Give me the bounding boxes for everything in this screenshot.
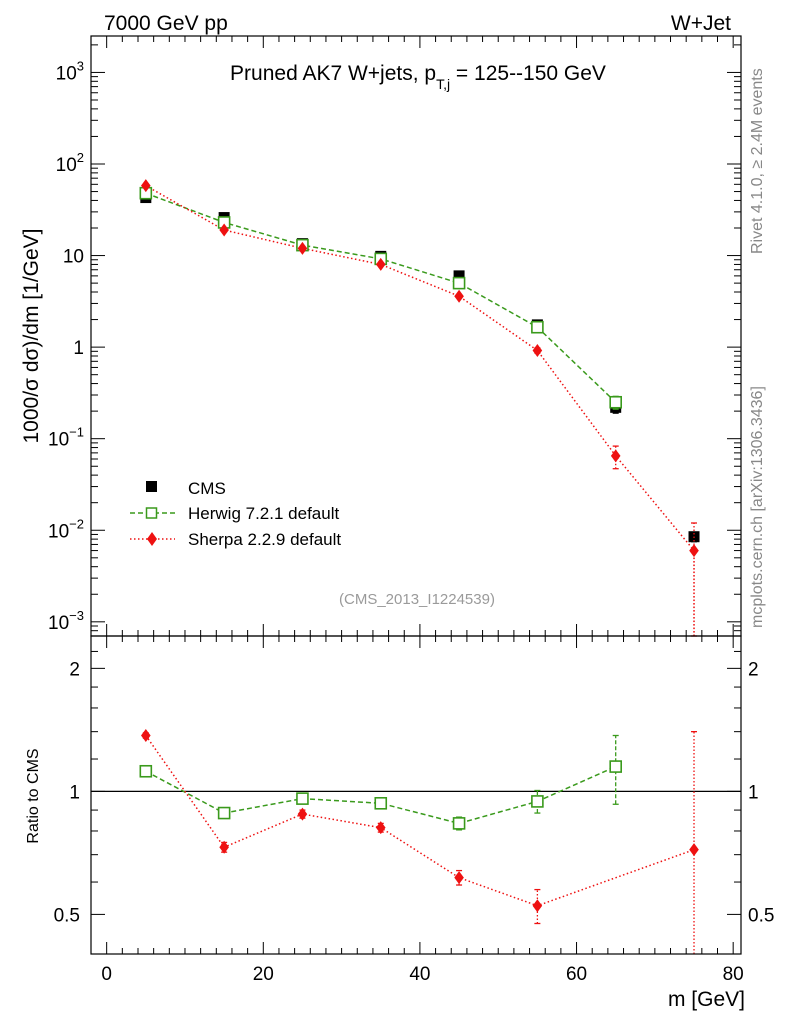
ratio-point-sherpa: [454, 871, 464, 885]
data-point-herwig: [609, 395, 622, 409]
legend-marker-cms: [146, 481, 157, 492]
ratio-line-herwig: [145, 765, 617, 825]
ratio-point-sherpa: [219, 840, 229, 854]
ratio-clip-group: [139, 729, 699, 954]
header-energy-label: 7000 GeV pp: [104, 12, 228, 35]
y-tick-label: 102: [56, 150, 84, 176]
data-point-sherpa: [141, 179, 151, 193]
ratio-point-herwig: [217, 806, 231, 820]
ratio-point-herwig: [139, 764, 153, 778]
ratio-point-herwig: [374, 797, 388, 810]
data-point-cms: [453, 270, 465, 282]
plot-title: Pruned AK7 W+jets, pT,j = 125--150 GeV: [230, 62, 606, 92]
y-tick-label: 10−2: [48, 516, 84, 542]
y-tick-label: 10: [63, 247, 84, 268]
main-y-axis-label: 1000/σ dσ)/dm [1/GeV]: [20, 228, 43, 443]
ratio-point-herwig: [452, 817, 466, 830]
data-point-sherpa: [219, 223, 229, 237]
ratio-tick-label-left: 0.5: [54, 905, 80, 926]
ratio-axis-ticks: 2 2 1 1 0.5 0.5: [54, 635, 774, 955]
x-axis-label: m [GeV]: [668, 988, 745, 1011]
ratio-tick-label-right: 1: [748, 782, 759, 803]
mcplots-label: mcplots.cern.ch [arXiv:1306.3436]: [749, 386, 766, 628]
ratio-point-sherpa: [141, 729, 151, 743]
y-tick-label: 10−3: [48, 608, 84, 634]
legend-label-sherpa: Sherpa 2.2.9 default: [188, 530, 341, 549]
ratio-y-axis-label: Ratio to CMS: [25, 748, 42, 843]
legend-label-herwig: Herwig 7.2.1 default: [188, 504, 339, 523]
x-tick-label: 60: [566, 964, 587, 985]
ratio-point-sherpa: [532, 899, 543, 913]
ratio-point-herwig: [296, 792, 309, 805]
ratio-tick-label-right: 2: [748, 659, 759, 680]
data-point-herwig: [531, 320, 544, 334]
series-line-herwig: [145, 192, 617, 403]
ratio-panel: 2 2 1 1 0.5 0.5 Ratio to CMS: [25, 635, 774, 955]
x-tick-label: 0: [101, 964, 112, 985]
series-line-sherpa: [145, 185, 695, 552]
ratio-point-sherpa: [689, 843, 699, 857]
ratio-tick-label-left: 2: [69, 659, 80, 680]
y-tick-label: 1: [73, 338, 84, 359]
ratio-point-sherpa: [297, 807, 308, 821]
data-point-sherpa: [454, 289, 464, 303]
ratio-tick-label-left: 1: [69, 782, 80, 803]
rivet-version-label: Rivet 4.1.0, ≥ 2.4M events: [749, 68, 766, 254]
ratio-point-herwig: [609, 760, 622, 773]
legend: CMS Herwig 7.2.1 default Sherpa 2.2.9 de…: [130, 479, 341, 549]
x-tick-label: 80: [723, 964, 744, 985]
data-point-sherpa: [610, 449, 621, 463]
x-tick-label: 20: [253, 964, 274, 985]
ratio-tick-label-right: 0.5: [748, 905, 774, 926]
y-tick-label: 10−1: [48, 425, 84, 451]
main-series: [139, 179, 700, 637]
x-tick-label: 40: [409, 964, 430, 985]
ratio-series: [139, 729, 699, 954]
legend-entry-cms: CMS: [146, 479, 226, 498]
data-point-sherpa: [375, 257, 386, 271]
legend-marker-sherpa: [147, 532, 157, 546]
ratio-point-sherpa: [375, 821, 386, 835]
data-point-herwig: [452, 276, 466, 290]
legend-entry-herwig: Herwig 7.2.1 default: [130, 504, 339, 523]
x-axis-ticks: 0 20 40 60 80: [101, 36, 744, 985]
analysis-watermark: (CMS_2013_I1224539): [339, 591, 495, 608]
header-process-label: W+Jet: [671, 12, 731, 35]
data-point-sherpa: [297, 241, 308, 255]
legend-label-cms: CMS: [188, 479, 226, 498]
data-point-sherpa: [532, 343, 543, 357]
legend-entry-sherpa: Sherpa 2.2.9 default: [130, 530, 341, 549]
ratio-point-herwig: [531, 795, 544, 808]
legend-marker-herwig: [145, 507, 158, 519]
ratio-plot-frame: [90, 635, 742, 955]
y-tick-label: 103: [56, 58, 84, 84]
